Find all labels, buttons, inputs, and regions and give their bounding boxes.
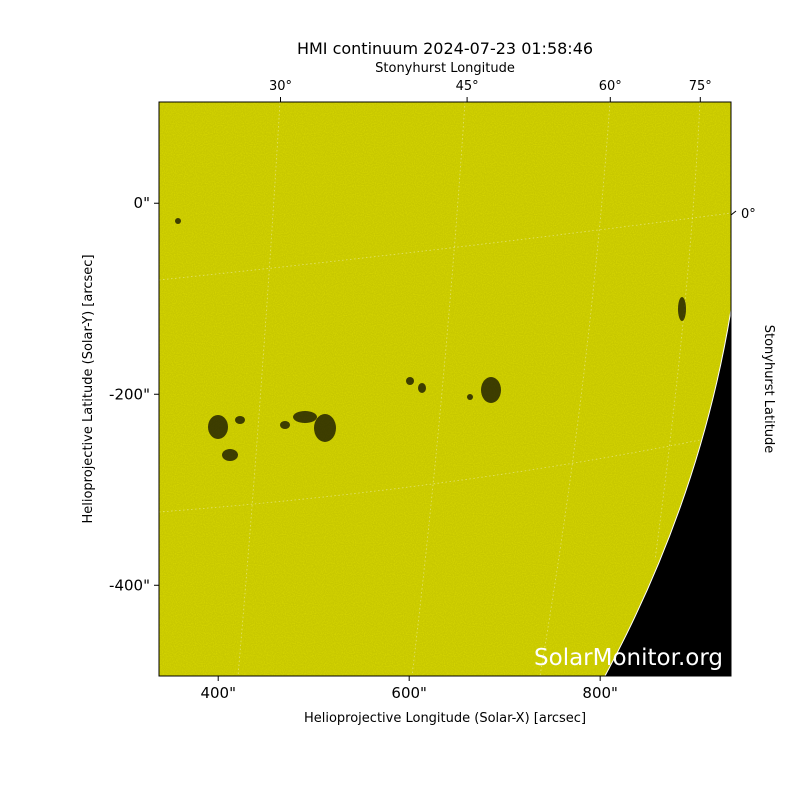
- y-tick-label: 0": [134, 194, 150, 212]
- right-tick: [730, 210, 737, 216]
- x-tick-label: 400": [200, 684, 236, 702]
- solar-image: SolarMonitor.org: [159, 102, 731, 676]
- y-axis-label: Helioprojective Latitude (Solar-Y) [arcs…: [81, 254, 96, 523]
- chart-title: HMI continuum 2024-07-23 01:58:46: [297, 39, 593, 58]
- watermark: SolarMonitor.org: [534, 645, 723, 671]
- right-tick-label: 0°: [741, 207, 756, 222]
- plot-frame: [158, 101, 732, 677]
- top-tick-label: 45°: [456, 79, 479, 94]
- top-axis-label: Stonyhurst Longitude: [375, 61, 515, 76]
- x-axis-label: Helioprojective Longitude (Solar-X) [arc…: [304, 711, 586, 726]
- top-tick-label: 75°: [689, 79, 712, 94]
- top-tick-label: 30°: [269, 79, 292, 94]
- x-tick-label: 600": [391, 684, 427, 702]
- x-tick-label: 800": [582, 684, 618, 702]
- y-tick-label: -400": [109, 576, 150, 594]
- top-tick-label: 60°: [599, 79, 622, 94]
- right-axis-label: Stonyhurst Latitude: [761, 325, 776, 454]
- y-tick-label: -200": [109, 385, 150, 403]
